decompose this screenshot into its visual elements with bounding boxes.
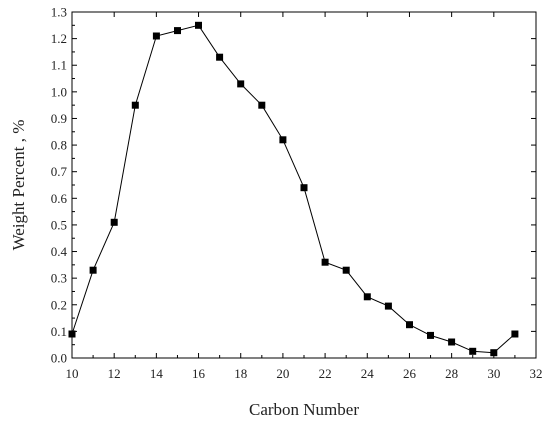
x-tick-label: 20 (276, 366, 289, 381)
data-point-marker (258, 101, 266, 109)
data-point-marker (490, 349, 498, 357)
y-tick-label: 0.2 (51, 297, 67, 312)
data-point-marker (110, 218, 118, 226)
x-tick-label: 12 (108, 366, 121, 381)
data-point-marker (321, 258, 329, 266)
data-point-marker (511, 330, 519, 338)
y-tick-label: 1.3 (51, 5, 67, 20)
data-point-marker (448, 338, 456, 346)
y-tick-label: 0.6 (51, 191, 68, 206)
data-point-marker (384, 302, 392, 310)
data-point-marker (131, 101, 139, 109)
y-tick-label: 0.1 (51, 324, 67, 339)
y-tick-labels: 0.0 0.1 0.2 0.3 0.4 0.5 0.6 0.7 0.8 0.9 1.0 1.1 1.2 1… (51, 5, 68, 366)
y-axis-title: Weight Percent , % (9, 120, 28, 251)
data-point-marker (195, 21, 202, 29)
x-tick-label: 10 (66, 366, 79, 381)
axis-ticks (71, 11, 537, 359)
y-tick-label: 0.0 (51, 351, 67, 366)
x-tick-label: 28 (445, 366, 458, 381)
y-tick-label: 1.1 (51, 58, 67, 73)
data-point-marker (406, 321, 413, 329)
series-markers (68, 21, 519, 357)
data-point-marker (342, 266, 350, 274)
data-point-marker (216, 53, 224, 61)
y-tick-label: 0.3 (51, 271, 67, 286)
data-point-marker (300, 184, 308, 192)
x-axis-title: Carbon Number (249, 400, 359, 419)
y-tick-label: 0.5 (51, 217, 67, 232)
y-tick-label: 1.0 (51, 84, 67, 99)
data-point-marker (279, 136, 287, 144)
data-point-marker (68, 330, 76, 338)
data-point-marker (237, 80, 245, 88)
y-tick-label: 0.8 (51, 138, 67, 153)
x-tick-label: 18 (234, 366, 247, 381)
x-tick-label: 22 (319, 366, 332, 381)
data-point-marker (469, 347, 477, 355)
x-tick-label: 26 (403, 366, 417, 381)
x-tick-label: 16 (192, 366, 206, 381)
series-line (71, 24, 516, 354)
y-tick-label: 1.2 (51, 31, 67, 46)
data-point-marker (363, 293, 371, 301)
y-tick-label: 0.7 (51, 164, 68, 179)
data-point-marker (89, 266, 97, 274)
x-tick-label: 24 (361, 366, 375, 381)
x-tick-labels: 10 12 14 16 18 20 22 24 26 28 30 32 (66, 366, 543, 381)
y-tick-label: 0.9 (51, 111, 67, 126)
x-tick-label: 32 (530, 366, 543, 381)
x-tick-label: 30 (487, 366, 500, 381)
x-tick-label: 14 (150, 366, 164, 381)
data-point-marker (427, 331, 434, 339)
data-point-marker (174, 27, 181, 35)
y-tick-label: 0.4 (51, 244, 68, 259)
data-point-marker (152, 32, 160, 40)
